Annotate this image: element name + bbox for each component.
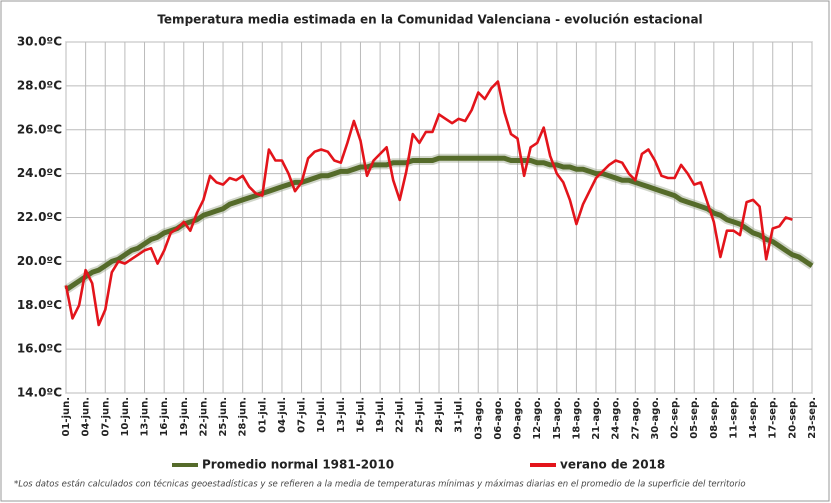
x-tick-label: 02-sep. (670, 397, 681, 439)
legend-label: verano de 2018 (560, 458, 665, 472)
y-tick-label: 14.0ºC (17, 386, 62, 400)
x-tick-label: 04-jun. (81, 397, 92, 437)
x-tick-label: 13-jun. (140, 397, 151, 437)
x-tick-label: 05-sep. (689, 397, 700, 439)
x-tick-label: 31-jul. (454, 397, 465, 433)
x-tick-label: 03-ago. (473, 397, 484, 440)
y-tick-label: 16.0ºC (17, 342, 62, 356)
x-tick-label: 22-jun. (198, 397, 209, 437)
x-tick-label: 28-jun. (238, 397, 249, 437)
x-tick-label: 16-jul. (355, 397, 366, 433)
y-tick-label: 28.0ºC (17, 78, 62, 92)
x-tick-label: 19-jul. (375, 397, 386, 433)
x-tick-label: 10-jul. (316, 397, 327, 433)
y-tick-label: 20.0ºC (17, 254, 62, 268)
y-tick-label: 30.0ºC (17, 35, 62, 49)
x-tick-label: 18-ago. (571, 397, 582, 440)
series-line (64, 80, 793, 327)
x-tick-label: 07-jul. (297, 397, 308, 433)
series-line (64, 155, 814, 292)
x-tick-label: 07-jun. (100, 397, 111, 437)
y-tick-label: 24.0ºC (17, 166, 62, 180)
x-tick-label: 25-jul. (414, 397, 425, 433)
x-tick-label: 04-jul. (277, 397, 288, 433)
x-tick-label: 22-jul. (395, 397, 406, 433)
x-tick-label: 14-sep. (748, 397, 759, 439)
x-tick-label: 23-sep. (807, 397, 818, 439)
y-tick-label: 22.0ºC (17, 210, 62, 224)
x-tick-label: 17-sep. (768, 397, 779, 439)
x-tick-label: 20-sep. (787, 397, 798, 439)
x-tick-label: 27-ago. (630, 397, 641, 440)
x-tick-label: 21-ago. (591, 397, 602, 440)
x-tick-label: 06-ago. (493, 397, 504, 440)
x-tick-label: 16-jun. (159, 397, 170, 437)
footnote: *Los datos están calculados con técnicas… (14, 479, 746, 490)
y-tick-label: 26.0ºC (17, 122, 62, 136)
x-tick-label: 13-jul. (336, 397, 347, 433)
x-tick-label: 28-jul. (434, 397, 445, 433)
x-tick-label: 15-ago. (552, 397, 563, 440)
x-tick-label: 11-sep. (728, 397, 739, 439)
x-tick-label: 08-sep. (709, 397, 720, 439)
x-tick-label: 01-jul. (257, 397, 268, 433)
x-tick-label: 09-ago. (513, 397, 524, 440)
x-tick-label: 12-ago. (532, 397, 543, 440)
legend-label: Promedio normal 1981-2010 (202, 458, 394, 472)
x-tick-label: 19-jun. (179, 397, 190, 437)
x-tick-label: 30-ago. (650, 397, 661, 440)
y-tick-label: 18.0ºC (17, 298, 62, 312)
x-tick-label: 24-ago. (611, 397, 622, 440)
x-tick-label: 10-jun. (120, 397, 131, 437)
x-tick-label: 01-jun. (61, 397, 72, 437)
x-tick-label: 25-jun. (218, 397, 229, 437)
chart-title: Temperatura media estimada en la Comunid… (157, 13, 702, 27)
